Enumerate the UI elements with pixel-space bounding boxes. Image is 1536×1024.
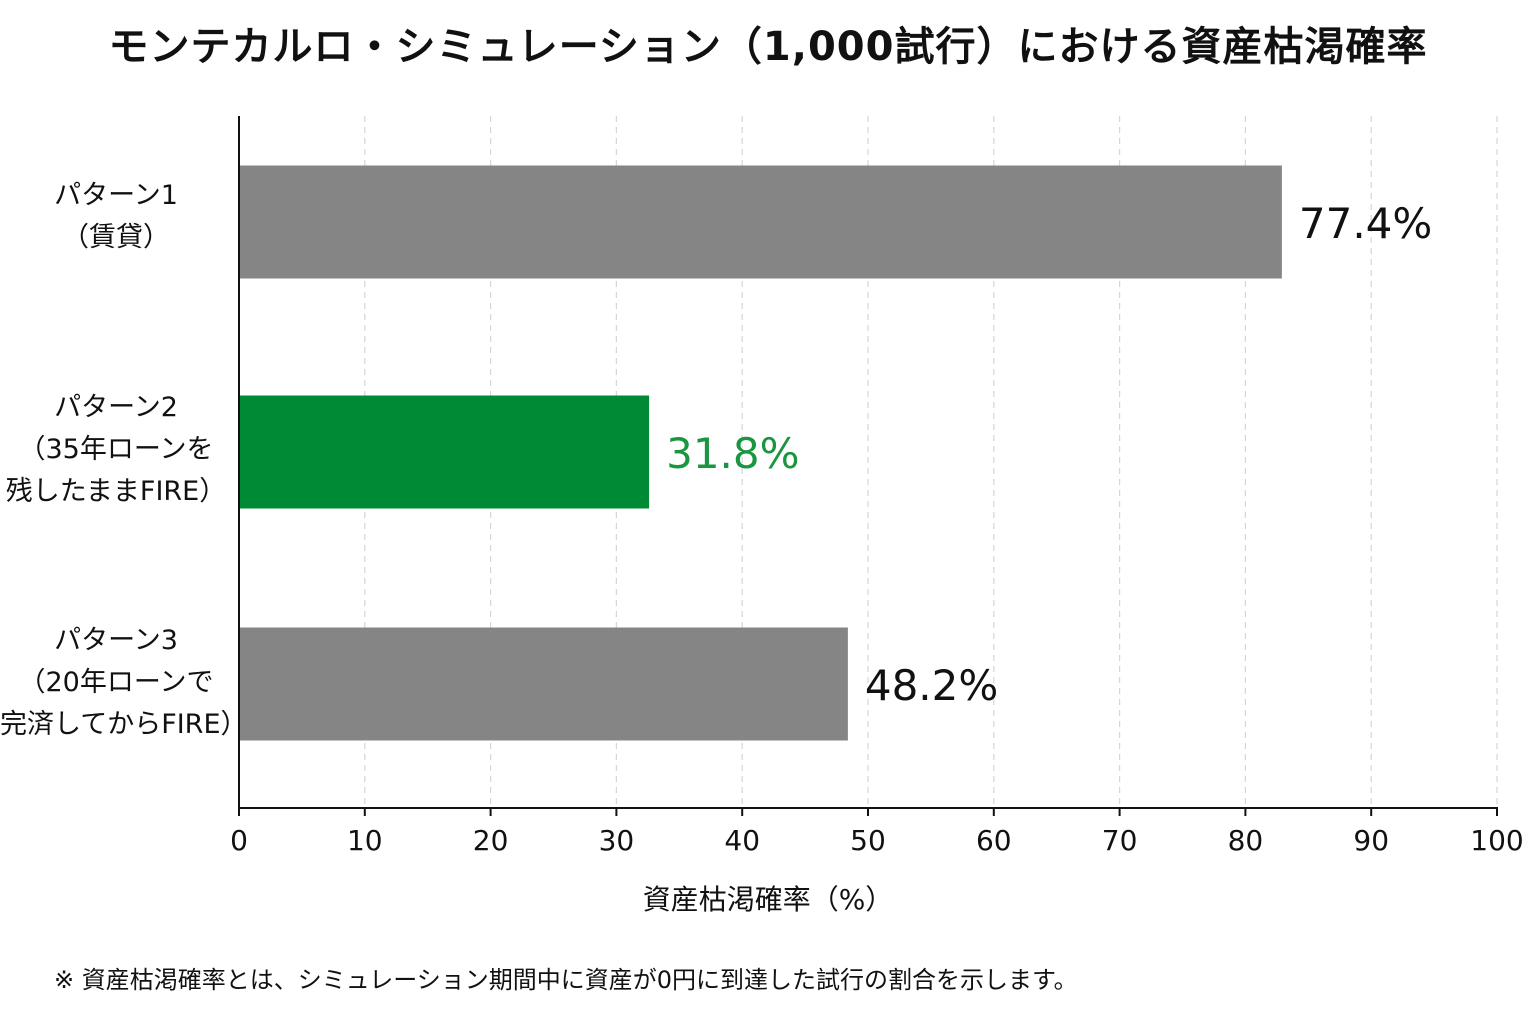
x-tick-label: 60 <box>976 824 1012 857</box>
x-tick-label: 30 <box>599 824 635 857</box>
x-tick-label: 0 <box>230 824 248 857</box>
x-tick-label: 50 <box>850 824 886 857</box>
data-label: 31.8% <box>666 429 799 478</box>
bar <box>239 165 1282 279</box>
bar <box>239 395 650 509</box>
x-tick-label: 80 <box>1228 824 1264 857</box>
category-label-line: （35年ローンを <box>18 434 214 465</box>
x-tick-label: 20 <box>473 824 509 857</box>
category-label-pattern-3: パターン3 （20年ローンで 完済してからFIRE） <box>0 620 248 746</box>
category-label-line: パターン2 <box>54 392 178 423</box>
data-label: 77.4% <box>1299 199 1432 248</box>
category-label-pattern-2: パターン2 （35年ローンを 残したままFIRE） <box>0 387 232 513</box>
x-tick-label: 40 <box>724 824 760 857</box>
x-tick-label: 90 <box>1353 824 1389 857</box>
category-label-line: 残したままFIRE） <box>5 476 227 507</box>
category-label-line: パターン3 <box>54 625 178 656</box>
category-label-pattern-1: パターン1 （賃貸） <box>0 175 232 259</box>
footnote: ※ 資産枯渇確率とは、シミュレーション期間中に資産が0円に到達した試行の割合を示… <box>54 966 1078 994</box>
data-label: 48.2% <box>865 661 998 710</box>
category-label-line: 完済してからFIRE） <box>0 709 248 740</box>
category-label-line: （20年ローンで <box>18 667 214 698</box>
x-axis-label: 資産枯渇確率（%） <box>642 883 894 916</box>
x-tick-label: 100 <box>1470 824 1523 857</box>
chart-title: モンテカルロ・シミュレーション（1,000試行）における資産枯渇確率 <box>108 24 1428 70</box>
bar <box>239 627 848 741</box>
x-tick-label: 10 <box>347 824 383 857</box>
category-label-line: パターン1 <box>54 180 178 211</box>
x-tick-label: 70 <box>1102 824 1138 857</box>
category-label-line: （賃貸） <box>62 222 170 253</box>
